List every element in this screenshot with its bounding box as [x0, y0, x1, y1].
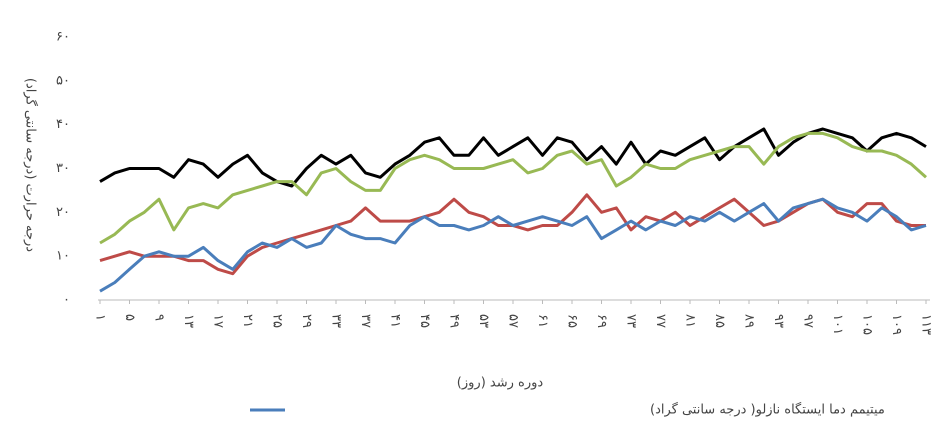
x-tick-label: ۸۱: [683, 314, 698, 328]
x-axis-title: دوره رشد (روز): [457, 376, 544, 391]
x-tick-label: ۲۹: [299, 314, 314, 328]
x-tick-label: ۹: [152, 314, 167, 321]
x-tick-label: ۴۱: [388, 314, 403, 328]
x-tick-label: ۷۳: [624, 314, 639, 328]
x-tick-label: ۱۰۹: [889, 314, 904, 335]
x-tick-label: ۱۰۱: [830, 314, 845, 335]
x-tick-label: ۲۱: [240, 314, 255, 328]
x-tick-label: ۳۷: [358, 314, 373, 328]
x-tick-label: ۴۵: [417, 314, 432, 328]
y-axis-title: درجه حرارت (درجه سانتی گراد): [23, 78, 39, 252]
series-line: [99, 131, 928, 245]
y-tick-label: ۰: [63, 293, 70, 308]
x-tick-label: ۱۷: [211, 314, 226, 328]
y-tick-label: ۴۰: [56, 117, 70, 132]
x-tick-label: ۳۳: [329, 314, 344, 328]
x-tick-label: ۸۵: [712, 314, 727, 328]
x-tick-label: ۶۹: [594, 314, 609, 328]
x-tick-label: ۶۱: [535, 314, 550, 328]
x-tick-label: ۵: [122, 314, 137, 321]
x-tick-label: ۷۷: [653, 314, 668, 328]
y-tick-label: ۶۰: [56, 30, 70, 45]
y-tick-label: ۲۰: [56, 205, 70, 220]
x-tick-label: ۶۵: [565, 314, 580, 328]
x-tick-label: ۱: [93, 314, 108, 321]
x-tick-label: ۸۹: [742, 314, 757, 328]
x-tick-label: ۱۱۳: [919, 314, 932, 335]
x-tick-label: ۵۳: [476, 314, 491, 328]
y-tick-label: ۵۰: [56, 73, 70, 88]
x-tick-label: ۴۹: [447, 314, 462, 328]
x-tick-label: ۵۷: [506, 314, 521, 328]
x-tick-label: ۱۳: [181, 314, 196, 328]
legend-label: میتیمم دما ایستگاه نازلو( درجه سانتی گرا…: [650, 402, 885, 418]
x-tick-label: ۱۰۵: [860, 314, 875, 335]
series-line: [99, 127, 927, 188]
x-tick-label: ۲۵: [270, 314, 285, 328]
x-tick-label: ۹۷: [801, 314, 816, 328]
y-tick-label: ۱۰: [56, 249, 70, 264]
series-line: [99, 197, 927, 293]
y-tick-label: ۳۰: [56, 161, 70, 176]
x-tick-label: ۹۳: [771, 314, 786, 328]
